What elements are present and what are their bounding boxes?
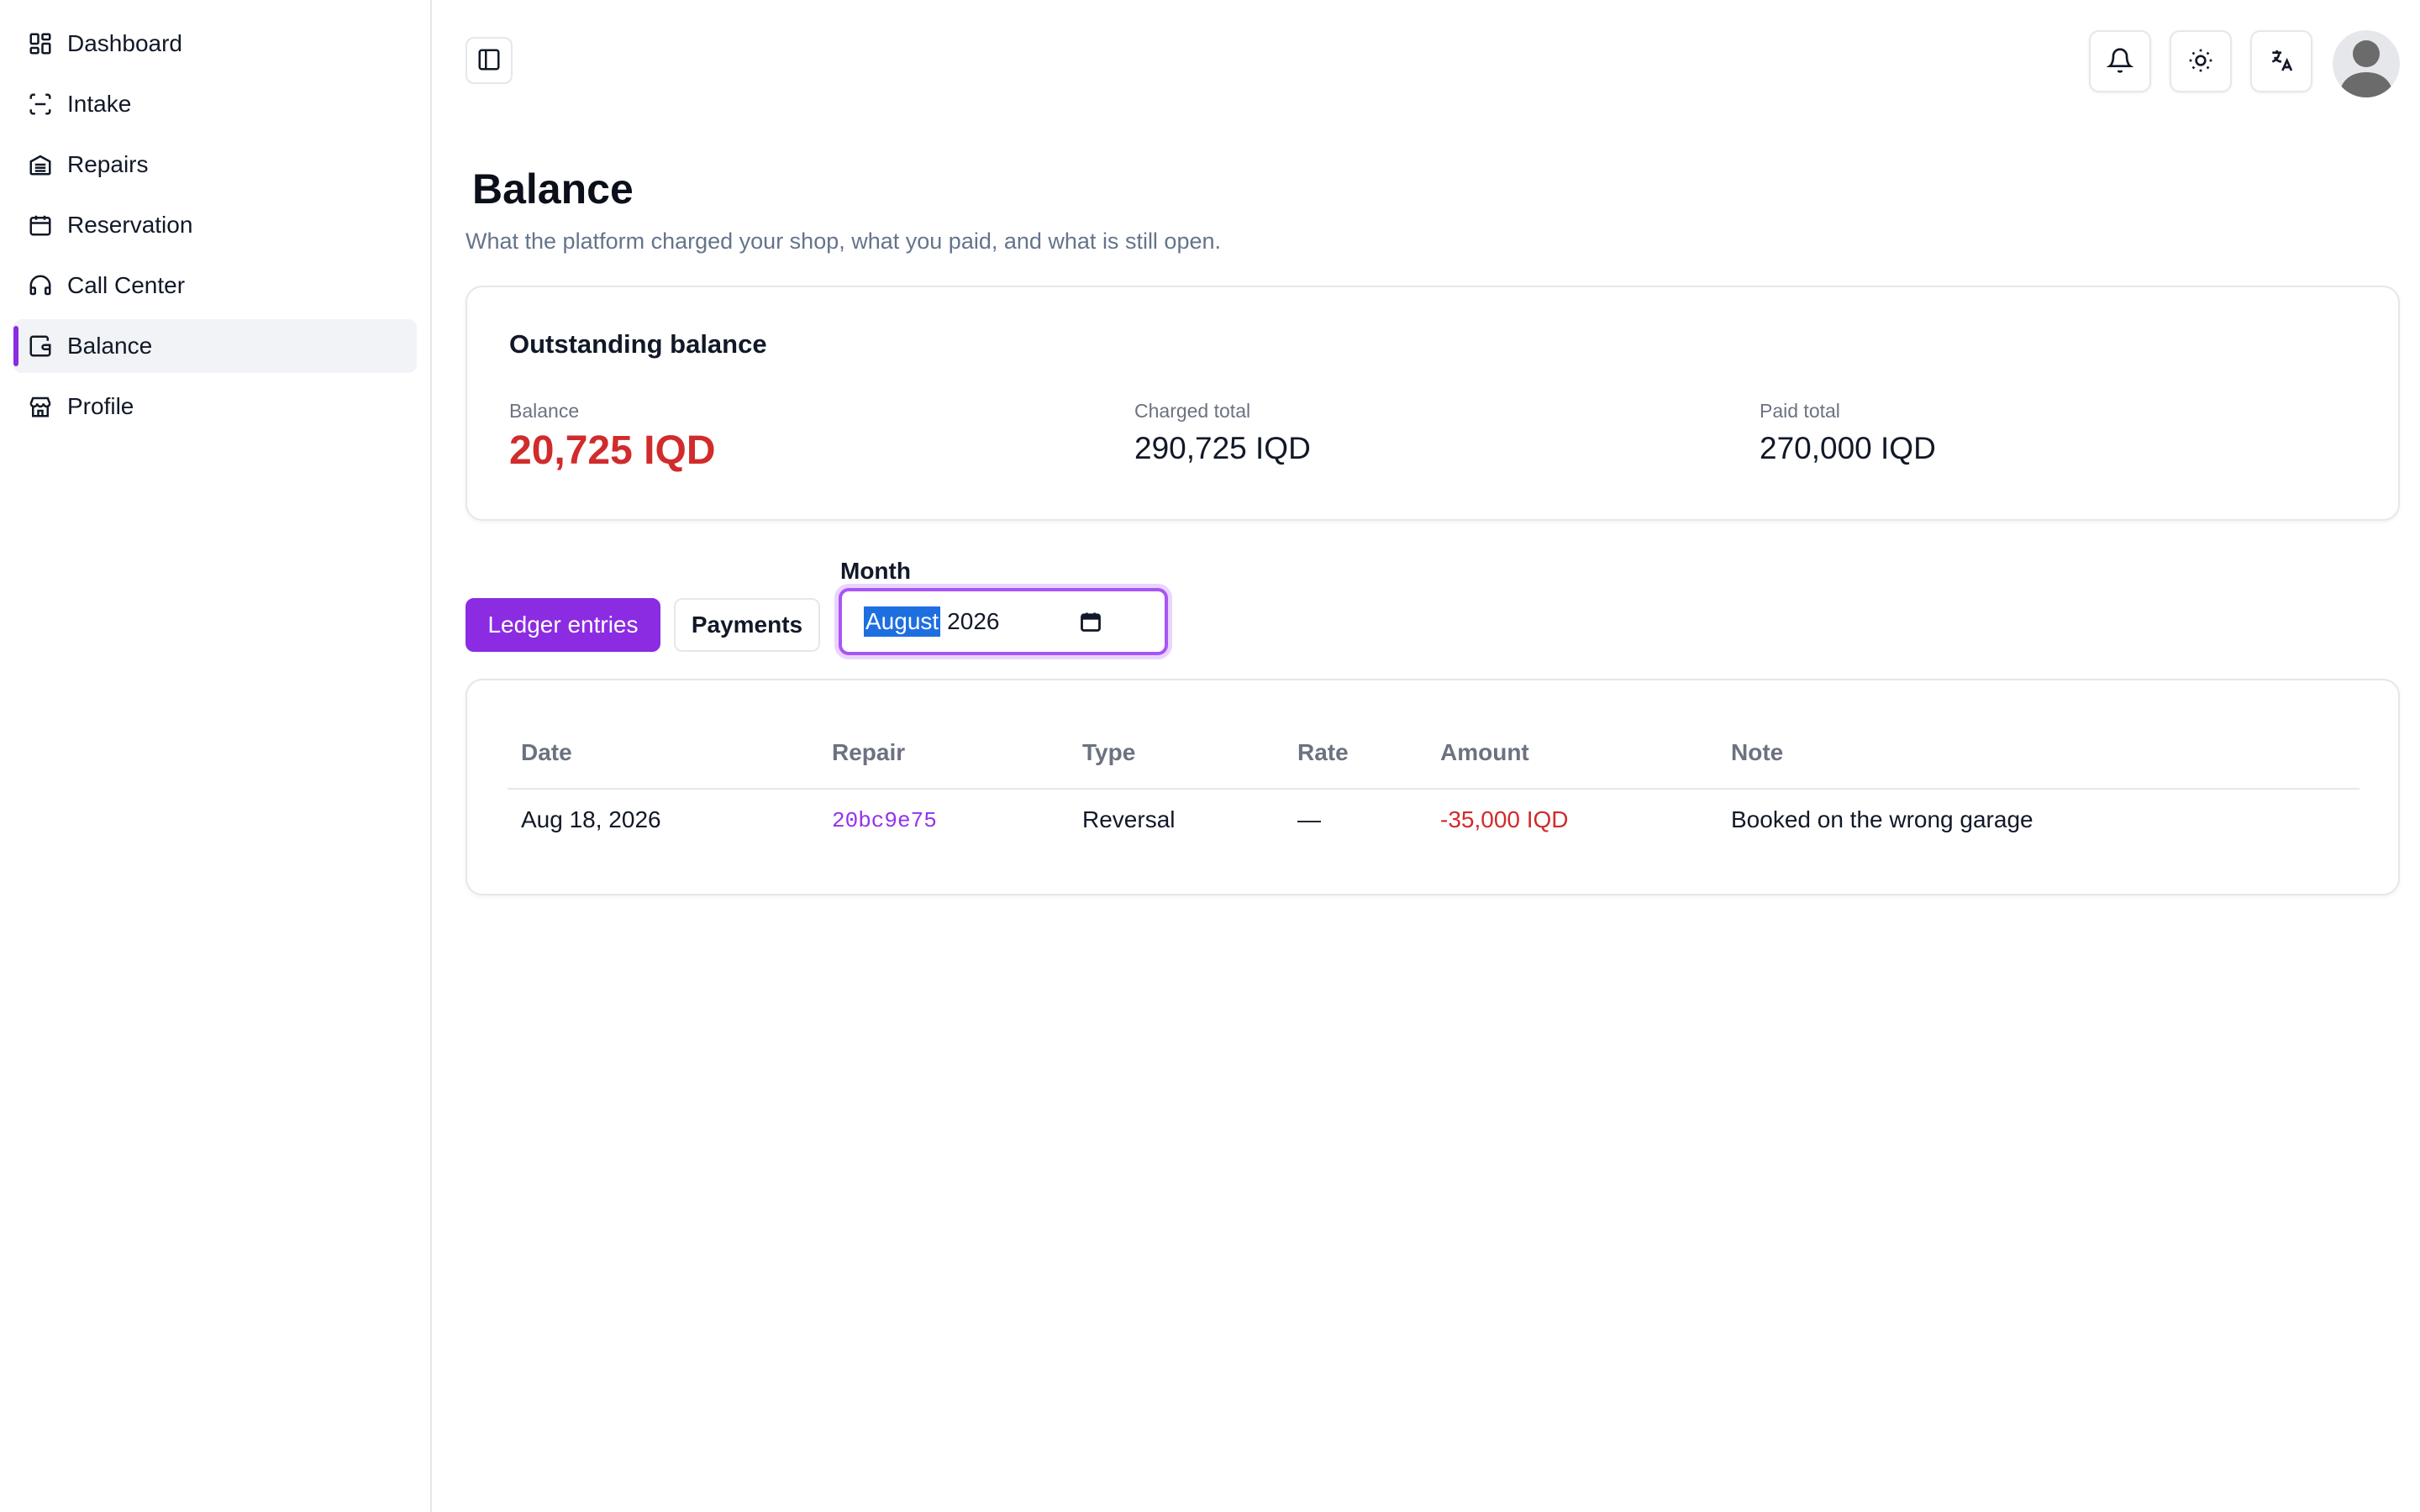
- sidebar-item-label: Dashboard: [67, 30, 182, 56]
- charged-total-value: 290,725 IQD: [1134, 431, 1311, 465]
- sidebar-item-label: Repairs: [67, 151, 149, 177]
- paid-total-label: Paid total: [1760, 400, 1840, 422]
- month-input[interactable]: August 2026: [839, 588, 1168, 655]
- balance-stat: Balance 20,725 IQD: [509, 400, 715, 474]
- month-segment[interactable]: August: [864, 606, 941, 637]
- tab-payments[interactable]: Payments: [674, 598, 820, 652]
- year-segment[interactable]: 2026: [947, 608, 1000, 634]
- column-header-amount: Amount: [1440, 739, 1529, 765]
- sidebar-toggle-icon: [476, 47, 502, 75]
- translate-icon: [2268, 47, 2295, 76]
- headset-icon: [27, 272, 54, 299]
- bell-icon: [2106, 47, 2134, 76]
- garage-icon: [27, 151, 54, 178]
- calendar-icon: [27, 212, 54, 239]
- outstanding-balance-card: Outstanding balance Balance 20,725 IQD C…: [466, 286, 2400, 521]
- sidebar-toggle-button[interactable]: [466, 37, 513, 84]
- charged-total-label: Charged total: [1134, 400, 1251, 422]
- sidebar-item-reservation[interactable]: Reservation: [13, 198, 417, 252]
- language-button[interactable]: [2250, 30, 2312, 92]
- column-header-repair: Repair: [832, 739, 906, 765]
- scan-icon: [27, 91, 54, 118]
- tab-ledger-entries[interactable]: Ledger entries: [466, 598, 660, 652]
- user-avatar-icon: [2339, 40, 2393, 97]
- notifications-button[interactable]: [2089, 30, 2151, 92]
- dashboard-grid-icon: [27, 30, 54, 57]
- charged-total-stat: Charged total 290,725 IQD: [1134, 400, 1311, 466]
- sidebar-item-profile[interactable]: Profile: [13, 380, 417, 433]
- sidebar-item-call-center[interactable]: Call Center: [13, 259, 417, 312]
- row-repair-link[interactable]: 20bc9e75: [832, 808, 937, 833]
- theme-toggle-button[interactable]: [2170, 30, 2232, 92]
- page-title: Balance: [472, 165, 634, 213]
- sidebar-item-label: Balance: [67, 333, 153, 359]
- row-rate: —: [1297, 806, 1321, 832]
- sidebar-item-repairs[interactable]: Repairs: [13, 138, 417, 192]
- paid-total-stat: Paid total 270,000 IQD: [1760, 400, 1936, 466]
- column-header-rate: Rate: [1297, 739, 1349, 765]
- sidebar-item-dashboard[interactable]: Dashboard: [13, 17, 417, 71]
- store-icon: [27, 393, 54, 420]
- calendar-picker-icon[interactable]: [1079, 610, 1102, 633]
- balance-value: 20,725 IQD: [509, 428, 716, 473]
- sun-icon: [2187, 47, 2214, 76]
- page-subtitle: What the platform charged your shop, wha…: [466, 228, 1222, 254]
- avatar[interactable]: [2333, 30, 2400, 97]
- ledger-table-card: [466, 679, 2400, 895]
- sidebar-nav: Dashboard Intake Repairs Reservation: [13, 17, 417, 440]
- sidebar-item-intake[interactable]: Intake: [13, 77, 417, 131]
- sidebar: Dashboard Intake Repairs Reservation: [0, 0, 432, 1512]
- column-header-note: Note: [1731, 739, 1784, 765]
- wallet-icon: [27, 333, 54, 360]
- row-amount: -35,000 IQD: [1440, 806, 1569, 832]
- row-note: Booked on the wrong garage: [1731, 806, 2033, 832]
- sidebar-item-label: Intake: [67, 91, 132, 117]
- paid-total-value: 270,000 IQD: [1760, 431, 1936, 465]
- column-header-type: Type: [1082, 739, 1136, 765]
- column-header-date: Date: [521, 739, 572, 765]
- balance-label: Balance: [509, 400, 580, 422]
- sidebar-item-balance[interactable]: Balance: [13, 319, 417, 373]
- month-label: Month: [840, 558, 911, 584]
- row-type: Reversal: [1082, 806, 1176, 832]
- sidebar-item-label: Profile: [67, 393, 134, 419]
- sidebar-item-label: Reservation: [67, 212, 193, 238]
- row-date: Aug 18, 2026: [521, 806, 661, 832]
- sidebar-item-label: Call Center: [67, 272, 186, 298]
- table-header-divider: [508, 788, 2360, 790]
- card-title: Outstanding balance: [509, 329, 767, 359]
